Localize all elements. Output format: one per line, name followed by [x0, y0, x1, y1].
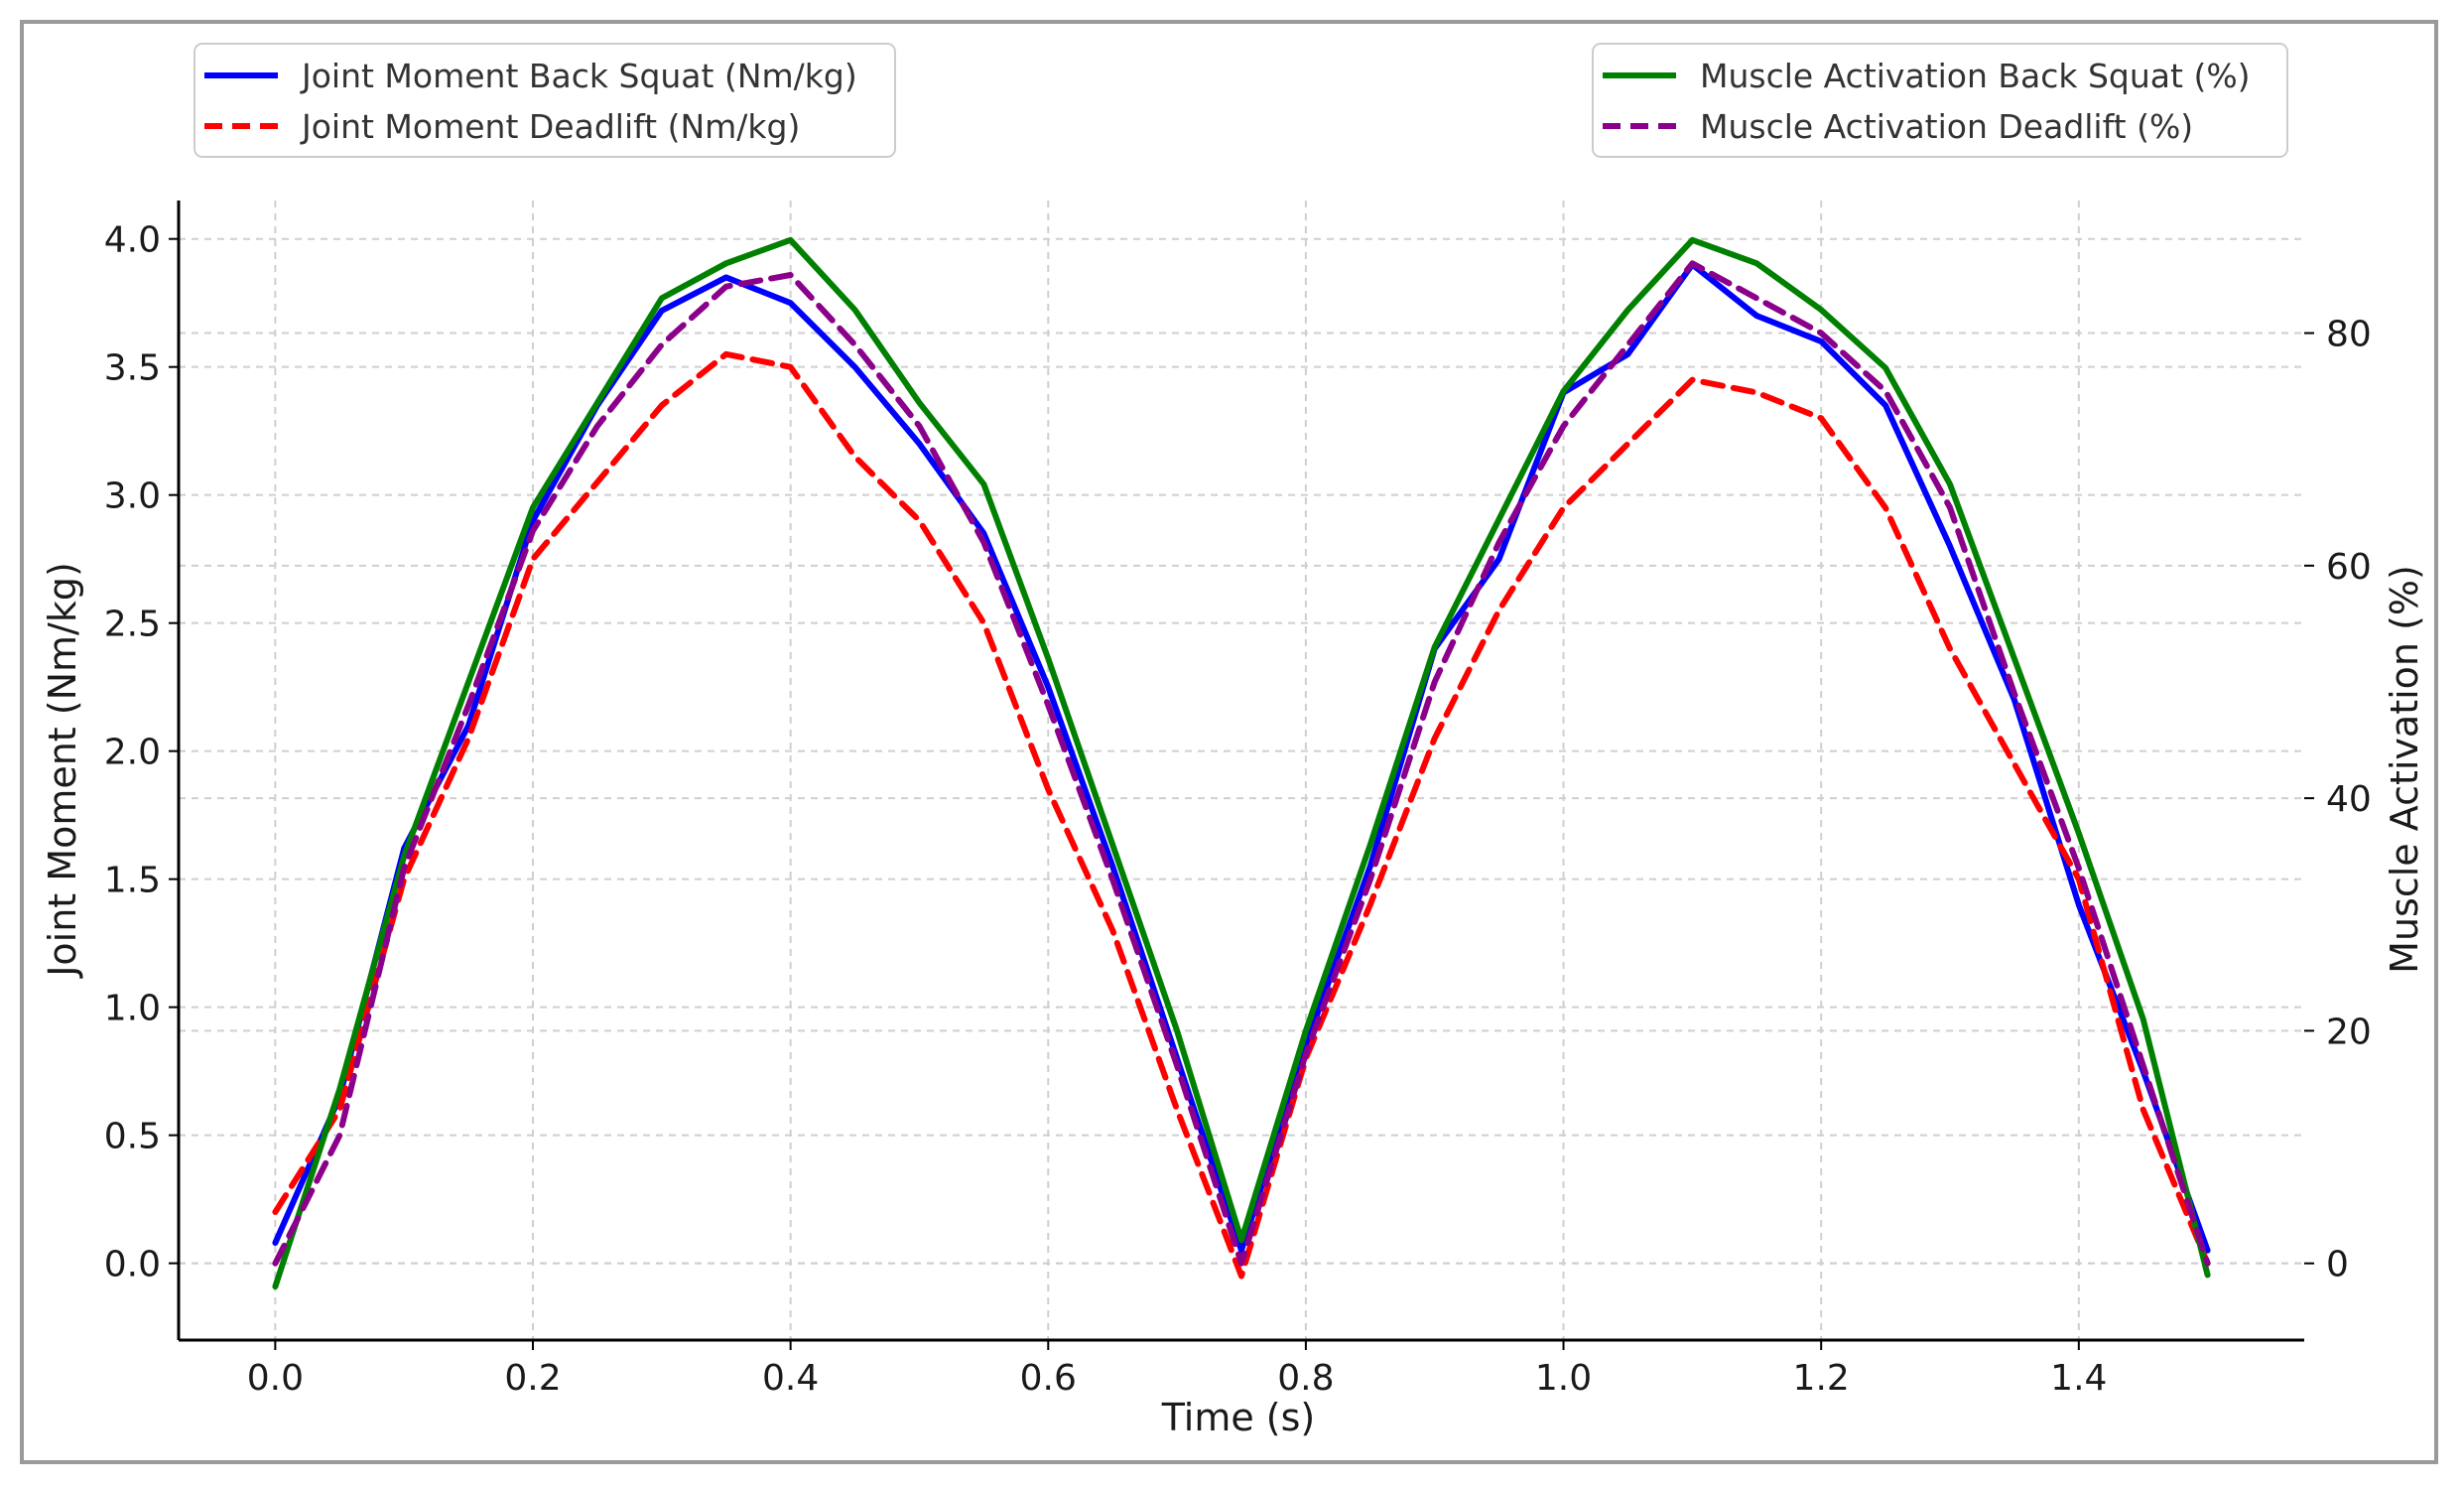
y-left-tick-label-8: 4.0 [104, 220, 161, 261]
y-left-tick-label-1: 0.5 [104, 1117, 161, 1157]
x-tick-label-6: 1.2 [1793, 1358, 1850, 1399]
y-left-tick-label-4: 2.0 [104, 733, 161, 773]
legend-label-back-squat-moment: Joint Moment Back Squat (Nm/kg) [300, 57, 857, 95]
legend-label-deadlift-activation: Muscle Activation Deadlift (%) [1700, 107, 2193, 146]
grid-lines [179, 201, 2304, 1340]
y-right-tick-label-1: 20 [2326, 1012, 2372, 1052]
legend-joint-moment: Joint Moment Back Squat (Nm/kg) Joint Mo… [194, 43, 896, 158]
x-axis-title: Time (s) [1161, 1396, 1316, 1439]
y-right-tick-label-2: 40 [2326, 779, 2372, 820]
y-left-tick-label-3: 1.5 [104, 861, 161, 901]
y-left-tick-label-2: 1.0 [104, 989, 161, 1029]
x-tick-label-5: 1.0 [1535, 1358, 1592, 1399]
legend-box-right [1592, 43, 2288, 158]
x-tick-label-1: 0.2 [504, 1358, 561, 1399]
left-y-axis-ticks: 0.0 0.5 1.0 1.5 2.0 2.5 3.0 3.5 4.0 [104, 220, 179, 1285]
x-tick-label-7: 1.4 [2050, 1358, 2107, 1399]
y-left-tick-label-5: 2.5 [104, 605, 161, 645]
series-line-1 [272, 350, 2211, 1280]
x-tick-label-3: 0.6 [1020, 1358, 1077, 1399]
legend-label-deadlift-moment: Joint Moment Deadlift (Nm/kg) [300, 107, 800, 146]
left-y-axis-title: Joint Moment (Nm/kg) [41, 562, 84, 979]
x-tick-label-4: 0.8 [1277, 1358, 1334, 1399]
y-right-tick-label-4: 80 [2326, 315, 2372, 355]
x-axis-ticks: 0.0 0.2 0.4 0.6 0.8 1.0 1.2 1.4 [247, 1340, 2107, 1399]
x-tick-label-0: 0.0 [247, 1358, 304, 1399]
axes [177, 201, 2304, 1342]
series-line-2 [272, 236, 2211, 1290]
y-left-tick-label-6: 3.0 [104, 476, 161, 517]
series-line-3 [272, 260, 2211, 1267]
y-left-tick-label-0: 0.0 [104, 1245, 161, 1285]
right-y-axis-ticks: 0 20 40 60 80 [2304, 315, 2372, 1285]
x-tick-label-2: 0.4 [762, 1358, 819, 1399]
y-right-tick-label-3: 60 [2326, 547, 2372, 588]
y-left-tick-label-7: 3.5 [104, 348, 161, 389]
series-layer [272, 236, 2211, 1290]
series-line-0 [272, 261, 2211, 1254]
legend-box-left [194, 43, 896, 158]
legend-muscle-activation: Muscle Activation Back Squat (%) Muscle … [1592, 43, 2288, 158]
legend-label-back-squat-activation: Muscle Activation Back Squat (%) [1700, 57, 2251, 95]
right-y-axis-title: Muscle Activation (%) [2383, 565, 2426, 974]
y-right-tick-label-0: 0 [2326, 1245, 2349, 1285]
